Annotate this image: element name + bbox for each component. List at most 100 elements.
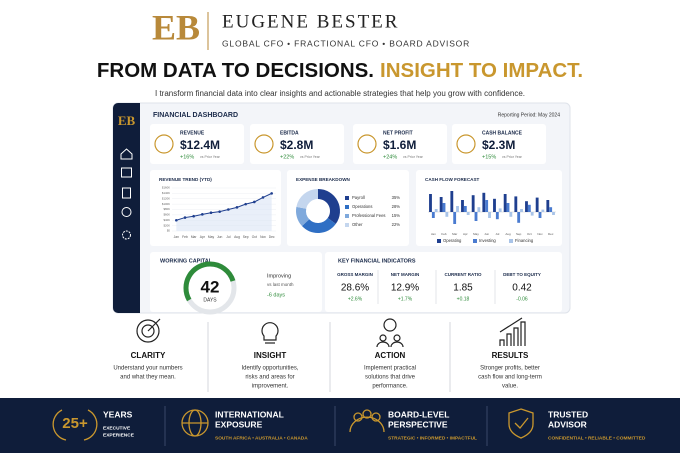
kpi-note: vs Prior Year [502, 155, 523, 159]
pillar-text: cash flow and long-term [478, 375, 542, 381]
point [175, 218, 178, 222]
panel [325, 252, 562, 312]
settings-icon [122, 230, 131, 240]
y-tick-label: $20K [163, 223, 170, 227]
x-tick-label: Jul [495, 232, 499, 236]
kpi-value: $2.3M [482, 138, 515, 152]
indicator-value: 0.42 [512, 283, 532, 294]
kpi-change: +24% [383, 154, 397, 160]
bar [456, 206, 459, 212]
footer [0, 398, 680, 453]
footer-sub: STRATEGIC • INFORMED • IMPACTFUL [388, 435, 477, 441]
headline: FROM DATA TO DECISIONS. INSIGHT TO IMPACT… [97, 59, 583, 82]
board-icon [353, 412, 363, 422]
panel [416, 170, 562, 246]
wc-unit: DAYS [203, 297, 217, 303]
kpi-card [250, 124, 344, 164]
x-tick-label: Nov [260, 235, 266, 239]
board-icon [371, 412, 381, 422]
bar [461, 200, 464, 212]
bar [498, 208, 502, 212]
pillar-text: Stronger profits, better [480, 366, 540, 372]
legend-label: Professional Fees [352, 213, 386, 218]
point [235, 206, 239, 209]
indicator-label: DEBT TO EQUITY [503, 272, 541, 277]
footer-sub: CONFIDENTIAL • RELIABLE • COMMITTED [548, 435, 646, 441]
value-label: 35% [392, 195, 401, 200]
wc-value: 42 [201, 277, 220, 296]
legend-swatch [345, 223, 349, 227]
indicator-change: +2.6% [348, 296, 363, 302]
footer-icons [52, 408, 534, 441]
x-tick-label: Jul [226, 235, 230, 239]
bar [466, 212, 470, 215]
panel [150, 252, 322, 312]
bar [445, 212, 449, 217]
bulb-icon [261, 322, 279, 341]
legend-label: Operations [352, 204, 372, 209]
pillar-dividers [207, 322, 451, 392]
people-icon [376, 341, 404, 348]
kpi-value: $1.6M [383, 138, 416, 152]
indicator-value: 1.85 [453, 283, 473, 294]
y-tick-label: $120K [162, 196, 170, 200]
legend-swatch [509, 239, 513, 243]
growth-icon [499, 317, 526, 346]
footer-title: ADVISOR [548, 419, 587, 429]
line [176, 192, 272, 221]
footer-title: PERSPECTIVE [388, 419, 448, 429]
area [176, 193, 272, 231]
footer-title: YEARS [103, 409, 133, 419]
x-tick-label: Sep [516, 232, 522, 236]
bar [517, 212, 521, 223]
indicator-label: NET MARGIN [391, 272, 420, 277]
donut-segment [296, 206, 310, 227]
legend-label: Other [352, 222, 363, 227]
legend-label: Financing [515, 238, 534, 243]
indicator-change: -0.06 [516, 296, 528, 302]
x-tick-label: Jun [217, 235, 222, 239]
kpi-note: vs Prior Year [200, 155, 221, 159]
bar [530, 212, 534, 216]
y-tick-label: $80K [163, 207, 170, 211]
point [261, 196, 265, 199]
x-tick-label: Apr [463, 232, 468, 236]
board-icon [349, 416, 385, 433]
bar [514, 196, 518, 212]
legend-label: Operating [443, 238, 462, 243]
kpi-icon [357, 134, 377, 154]
point [192, 214, 195, 218]
indicator-label: GROSS MARGIN [337, 272, 373, 277]
kpi-icon [254, 134, 274, 154]
kpi-change: +16% [180, 154, 194, 160]
footer-title: TRUSTED [548, 409, 588, 419]
bar [463, 206, 467, 212]
legend-swatch [345, 214, 349, 218]
x-tick-label: Nov [537, 232, 543, 236]
point [209, 211, 213, 215]
legend-swatch [473, 239, 477, 243]
laurel-icon [52, 409, 98, 441]
indicator-label: CURRENT RATIO [445, 272, 482, 277]
footer-title: EXPOSURE [215, 419, 263, 429]
wc-compare: vs last month [267, 282, 294, 287]
bar [477, 207, 481, 212]
bar [552, 212, 555, 215]
target-icon [147, 318, 161, 332]
gear-icon [383, 318, 397, 332]
bar [431, 212, 435, 218]
chart-icon [121, 167, 132, 178]
doc-icon [122, 187, 131, 199]
reporting-period: Reporting Period: May 2024 [498, 112, 560, 118]
sidebar-logo: EB [118, 113, 136, 128]
legend-swatch [345, 196, 349, 200]
point [218, 210, 221, 213]
target-icon [136, 319, 160, 343]
indicator-value: 28.6% [341, 283, 369, 294]
bar [493, 198, 496, 212]
x-tick-label: Aug [234, 235, 240, 239]
brand-name: EUGENE BESTER [222, 11, 399, 32]
bar [474, 212, 478, 221]
x-tick-label: Feb [441, 232, 447, 236]
bar [509, 212, 513, 217]
